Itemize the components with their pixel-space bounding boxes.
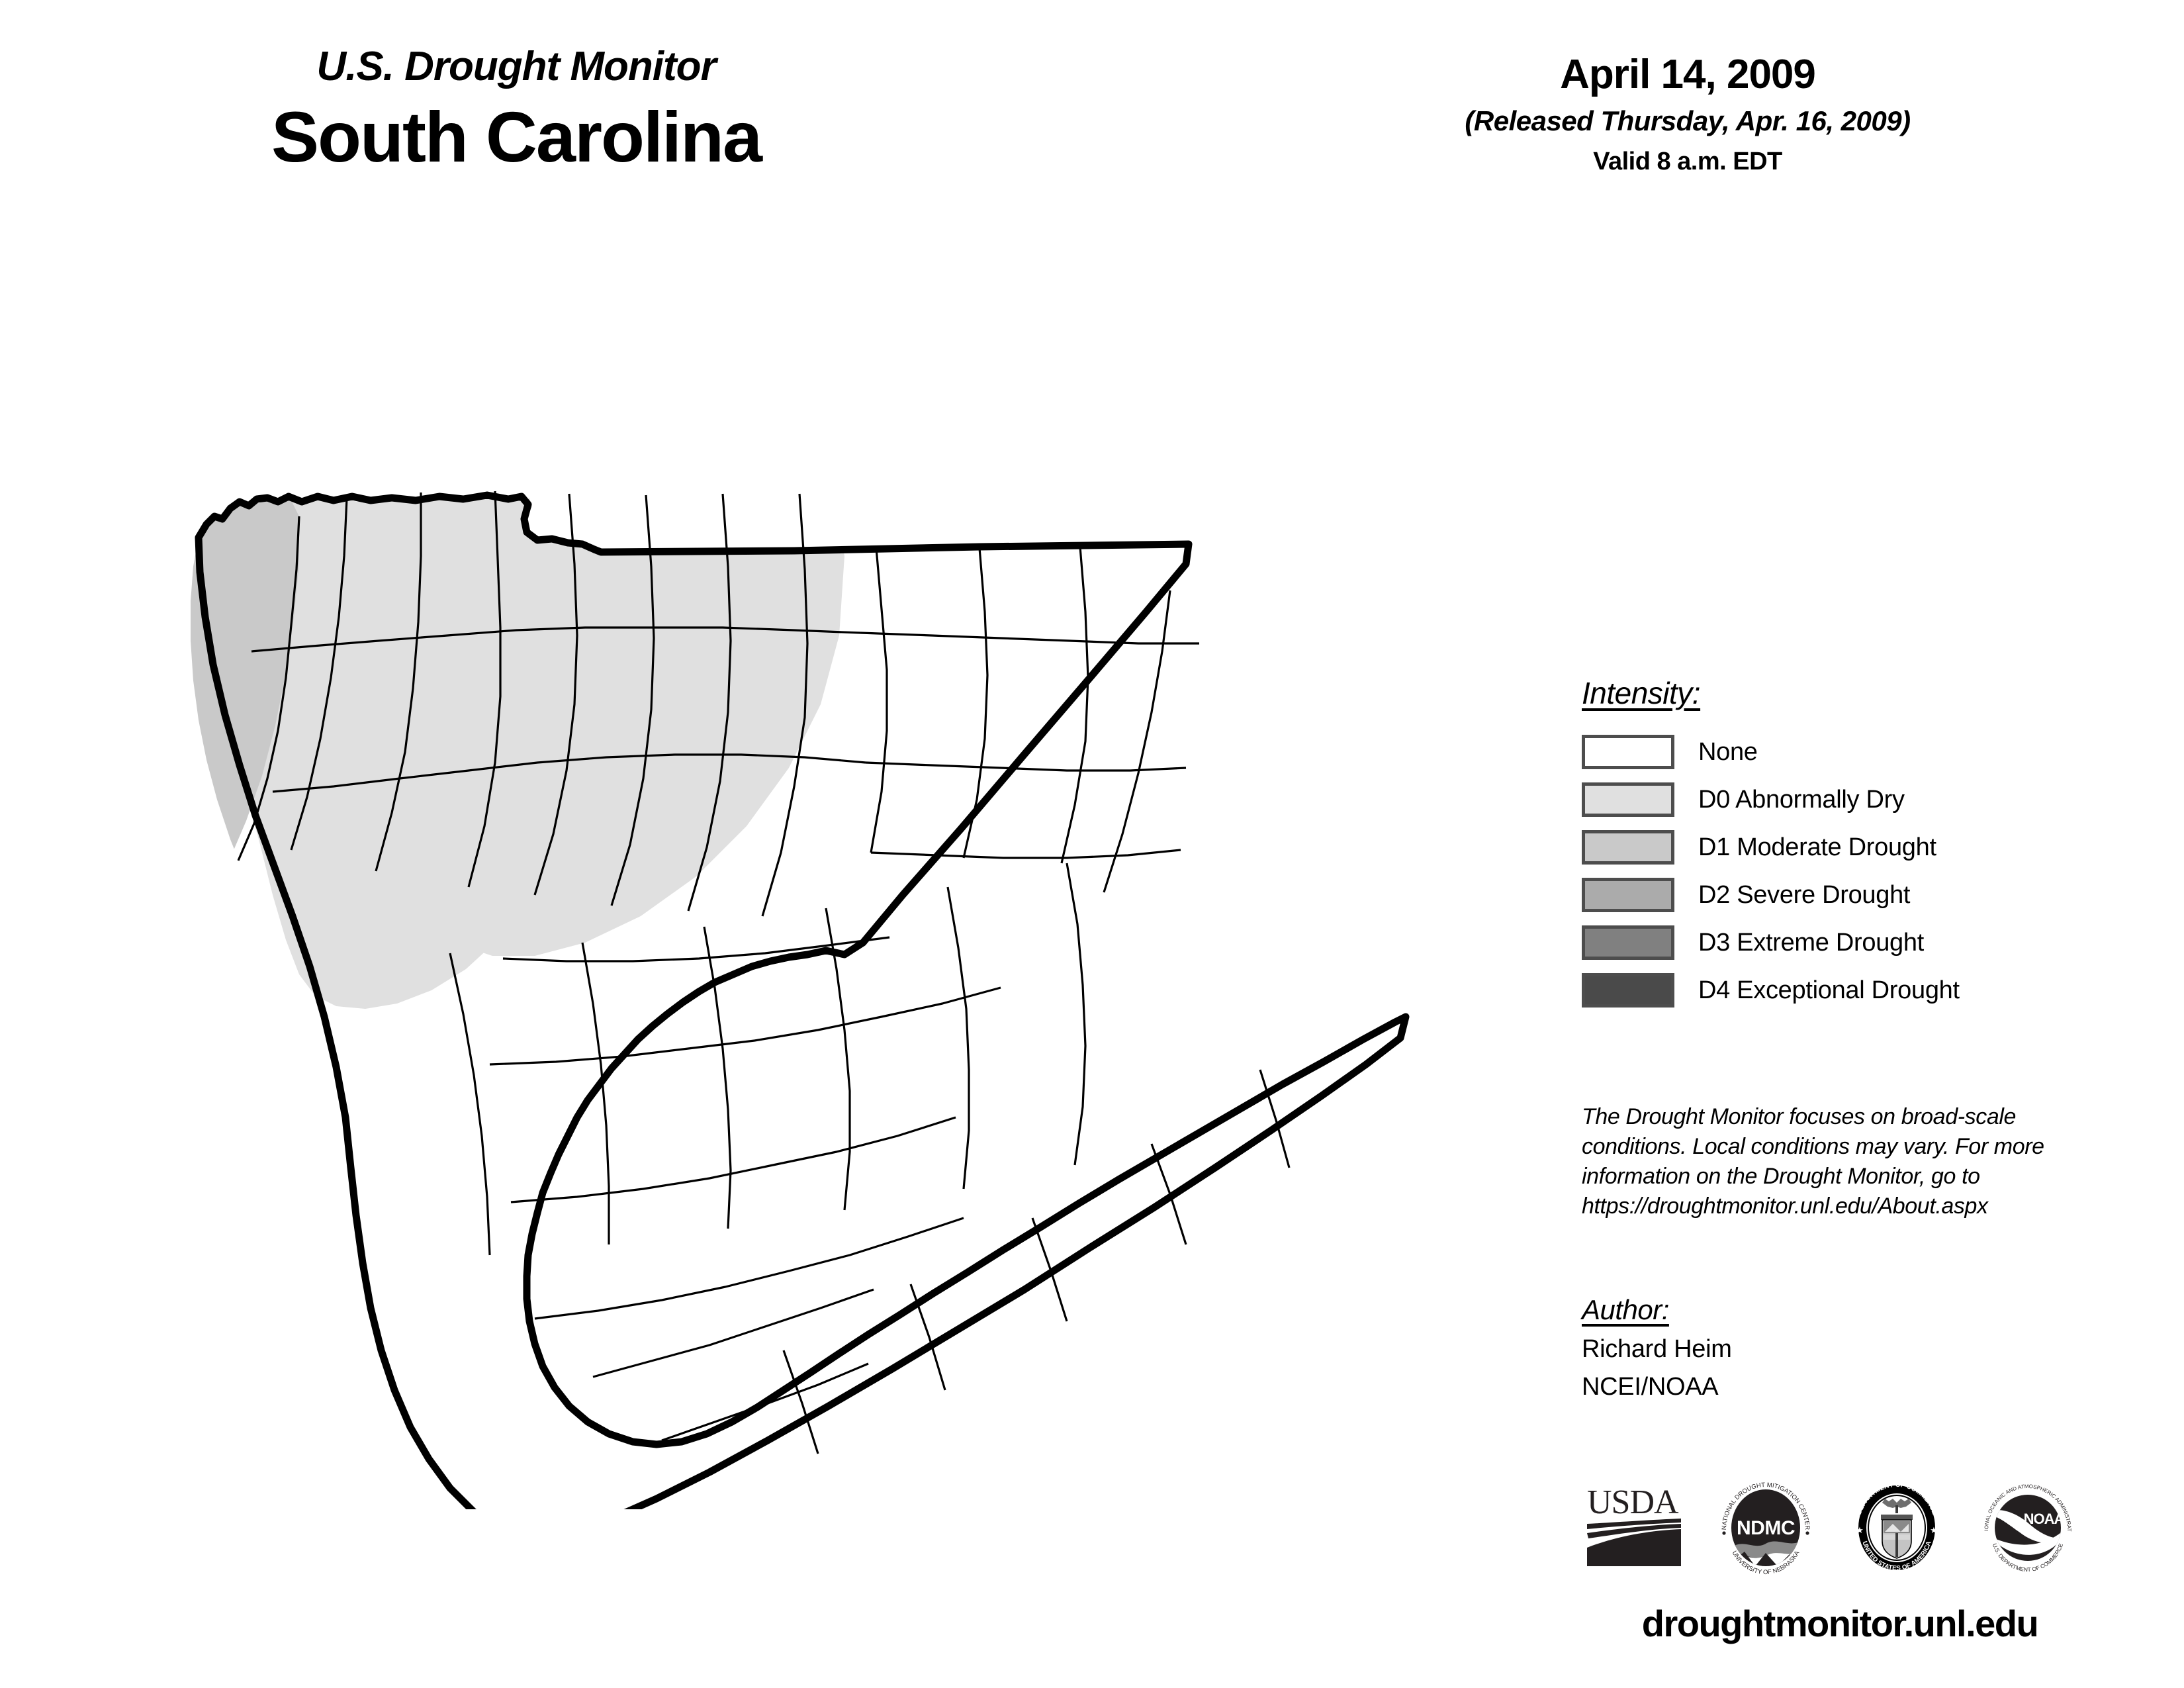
legend-item-d2[interactable]: D2 Severe Drought (1582, 871, 2098, 919)
legend-item-d0[interactable]: D0 Abnormally Dry (1582, 776, 2098, 823)
usda-logo: USDA (1582, 1470, 1688, 1589)
program-title: U.S. Drought Monitor (316, 44, 716, 89)
legend-label-d0: D0 Abnormally Dry (1698, 785, 1905, 814)
disclaimer-text: The Drought Monitor focuses on broad-sca… (1582, 1102, 2111, 1221)
legend-swatch-d4 (1582, 973, 1674, 1008)
legend-swatch-d2 (1582, 878, 1674, 912)
svg-text:★: ★ (1930, 1525, 1938, 1535)
legend-heading: Intensity: (1582, 676, 1701, 710)
legend-swatch-none (1582, 735, 1674, 769)
released-date: (Released Thursday, Apr. 16, 2009) (1465, 105, 1911, 137)
legend-item-d4[interactable]: D4 Exceptional Drought (1582, 966, 2098, 1014)
legend-item-d3[interactable]: D3 Extreme Drought (1582, 919, 2098, 966)
legend-label-d4: D4 Exceptional Drought (1698, 976, 1960, 1004)
disclaimer-line-2: conditions. Local conditions may vary. F… (1582, 1133, 2044, 1159)
drought-area-d0-east (442, 495, 844, 956)
svg-text:★: ★ (1856, 1525, 1864, 1535)
header-title-block: U.S. Drought Monitor South Carolina (0, 44, 1032, 177)
author-affiliation: NCEI/NOAA (1582, 1373, 1719, 1401)
valid-date: April 14, 2009 (1560, 52, 1816, 97)
legend-item-none[interactable]: None (1582, 728, 2098, 776)
legend-item-d1[interactable]: D1 Moderate Drought (1582, 823, 2098, 871)
header-date-block: April 14, 2009 (Released Thursday, Apr. … (1297, 53, 2078, 176)
map-svg (191, 491, 1410, 1509)
logo-strip: USDA NDMC NATIONAL DROUGHT MITIGATION CE… (1582, 1466, 2105, 1592)
commerce-seal: DEPARTMENT OF COMMERCE UNITED STATES OF … (1844, 1470, 1950, 1589)
footer-url[interactable]: droughtmonitor.unl.edu (1641, 1603, 2039, 1644)
disclaimer-line-3: information on the Drought Monitor, go t… (1582, 1163, 1980, 1189)
author-panel: Author: Richard Heim NCEI/NOAA (1582, 1294, 2098, 1401)
legend-label-d3: D3 Extreme Drought (1698, 928, 1924, 957)
page-title: South Carolina (271, 97, 762, 177)
state-outline (195, 491, 1410, 1509)
author-heading: Author: (1582, 1294, 1669, 1325)
legend-panel: Intensity: None D0 Abnormally Dry D1 Mod… (1582, 675, 2098, 1014)
legend-swatch-d3 (1582, 925, 1674, 960)
disclaimer-link[interactable]: https://droughtmonitor.unl.edu/About.asp… (1582, 1193, 1988, 1219)
ndmc-logo: NDMC NATIONAL DROUGHT MITIGATION CENTER … (1713, 1470, 1819, 1589)
county-boundaries (237, 491, 1291, 1454)
noaa-logo: NOAA NATIONAL OCEANIC AND ATMOSPHERIC AD… (1975, 1470, 2081, 1589)
author-name: Richard Heim (1582, 1335, 1732, 1363)
legend-swatch-d1 (1582, 830, 1674, 865)
legend-label-d1: D1 Moderate Drought (1698, 833, 1936, 861)
legend-swatch-d0 (1582, 782, 1674, 817)
drought-map (53, 371, 1522, 1509)
disclaimer-line-1: The Drought Monitor focuses on broad-sca… (1582, 1104, 2016, 1129)
legend-label-d2: D2 Severe Drought (1698, 880, 1911, 909)
valid-time: Valid 8 a.m. EDT (1593, 148, 1782, 176)
svg-text:NOAA: NOAA (2024, 1511, 2065, 1527)
legend-label-none: None (1698, 737, 1758, 766)
svg-text:USDA: USDA (1587, 1483, 1679, 1521)
svg-text:NDMC: NDMC (1737, 1517, 1795, 1539)
